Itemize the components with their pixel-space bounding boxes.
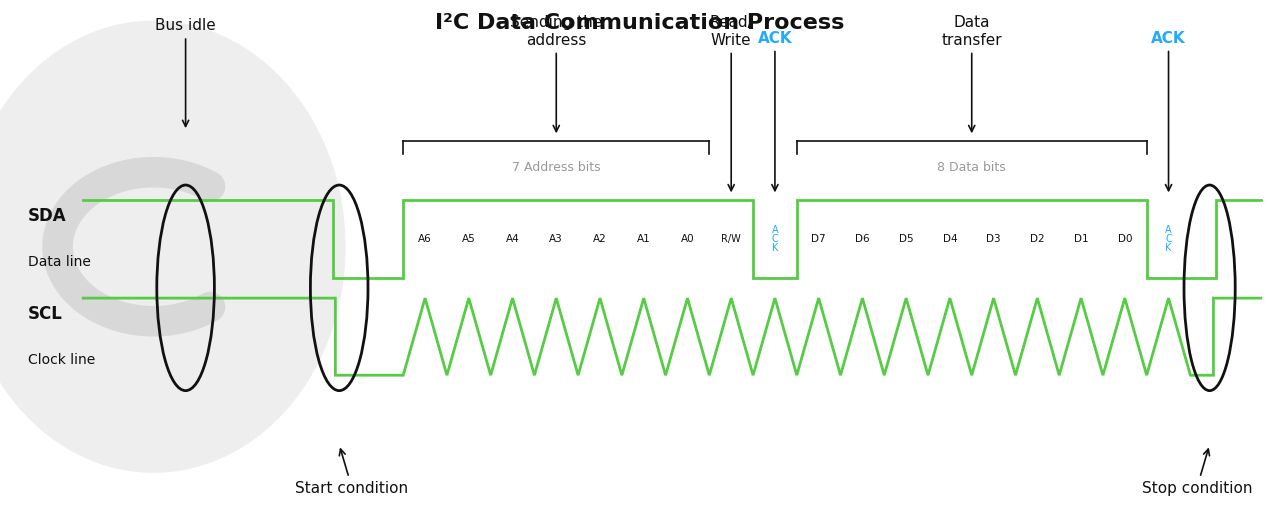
- Text: D5: D5: [899, 234, 914, 244]
- Text: SCL: SCL: [28, 304, 63, 323]
- Text: 8 Data bits: 8 Data bits: [937, 160, 1006, 174]
- Text: 7 Address bits: 7 Address bits: [512, 160, 600, 174]
- Text: R/W: R/W: [722, 234, 741, 244]
- Text: Clock line: Clock line: [28, 353, 96, 367]
- Text: D1: D1: [1074, 234, 1088, 244]
- Text: Data
transfer: Data transfer: [941, 15, 1002, 132]
- Text: A1: A1: [637, 234, 650, 244]
- Text: D2: D2: [1030, 234, 1044, 244]
- Text: D6: D6: [855, 234, 869, 244]
- Text: Data line: Data line: [28, 255, 91, 269]
- Text: A3: A3: [549, 234, 563, 244]
- Text: A0: A0: [681, 234, 694, 244]
- Text: A2: A2: [593, 234, 607, 244]
- Text: Stop condition: Stop condition: [1142, 449, 1252, 495]
- Ellipse shape: [0, 21, 346, 473]
- Text: Start condition: Start condition: [296, 449, 408, 495]
- Text: A
C
K: A C K: [1165, 225, 1172, 253]
- Text: A
C
K: A C K: [772, 225, 778, 253]
- Text: D7: D7: [812, 234, 826, 244]
- Text: D4: D4: [942, 234, 957, 244]
- Text: A6: A6: [419, 234, 431, 244]
- Text: D3: D3: [987, 234, 1001, 244]
- Text: Read/
Write: Read/ Write: [709, 15, 753, 191]
- Text: D0: D0: [1117, 234, 1132, 244]
- Text: SDA: SDA: [28, 207, 67, 225]
- Text: ACK: ACK: [758, 31, 792, 191]
- Text: I²C Data Communication Process: I²C Data Communication Process: [435, 13, 845, 33]
- Text: A4: A4: [506, 234, 520, 244]
- Text: Bus idle: Bus idle: [155, 19, 216, 126]
- Text: Sending the
address: Sending the address: [511, 15, 603, 132]
- Text: ACK: ACK: [1151, 31, 1185, 191]
- Text: A5: A5: [462, 234, 476, 244]
